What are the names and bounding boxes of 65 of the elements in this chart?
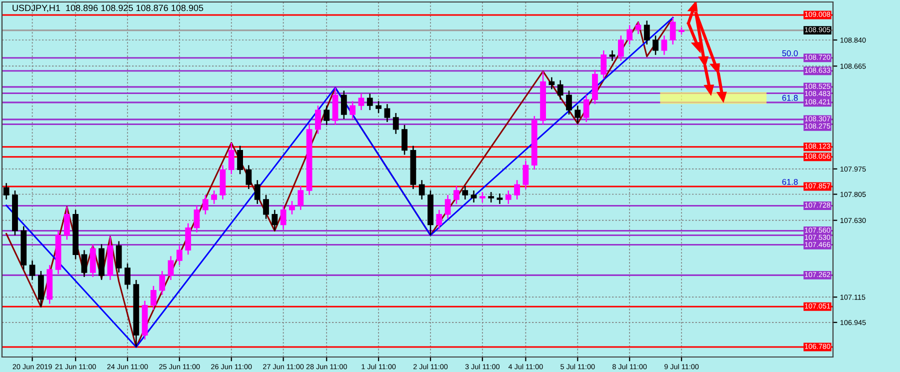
candlestick xyxy=(185,222,192,256)
annotation: 61.8 xyxy=(782,178,798,185)
annotation: 61.8 xyxy=(782,94,798,101)
candlestick xyxy=(202,194,208,215)
candlestick xyxy=(644,20,650,46)
candlestick xyxy=(557,80,564,100)
candlestick xyxy=(505,190,512,205)
candlestick xyxy=(29,260,36,281)
candlestick xyxy=(237,145,243,175)
candlestick xyxy=(384,103,390,123)
candlestick xyxy=(168,255,174,281)
candlestick xyxy=(228,142,234,175)
candlestick xyxy=(618,34,624,62)
candlestick xyxy=(583,94,590,123)
candlestick xyxy=(298,185,304,211)
candlestick xyxy=(548,76,555,90)
candlestick xyxy=(418,179,425,200)
candlestick xyxy=(635,21,642,35)
candlestick xyxy=(272,209,278,232)
candlestick xyxy=(263,194,269,220)
candlestick xyxy=(470,190,477,204)
candlestick xyxy=(670,17,676,46)
candlestick xyxy=(566,90,572,116)
candlestick xyxy=(3,182,10,200)
candlestick xyxy=(211,190,218,205)
candlestick xyxy=(600,50,607,80)
candlestick xyxy=(64,206,70,240)
candlestick xyxy=(436,209,442,230)
candlestick xyxy=(81,250,88,278)
candlestick xyxy=(315,104,321,135)
candlestick xyxy=(340,90,347,120)
candlestick xyxy=(90,244,96,278)
candlestick xyxy=(289,200,295,215)
candlestick xyxy=(116,240,122,274)
candlestick xyxy=(626,24,633,46)
candlestick xyxy=(454,185,460,205)
candlestick xyxy=(324,104,330,126)
annotation: 50.0 xyxy=(782,50,798,56)
candlestick xyxy=(392,112,399,135)
candlestick xyxy=(479,191,486,204)
candlestick xyxy=(574,104,581,124)
candlestick xyxy=(280,204,286,230)
line-series xyxy=(6,16,674,348)
candlestick xyxy=(652,34,658,56)
candlestick xyxy=(661,34,668,56)
candlestick xyxy=(350,100,356,120)
candlestick xyxy=(462,185,468,200)
candlestick xyxy=(496,192,503,205)
candlestick xyxy=(150,285,156,310)
candlestick xyxy=(246,164,252,190)
candlestick xyxy=(159,270,166,296)
candlestick xyxy=(376,100,382,114)
candlestick xyxy=(38,270,44,308)
chart-title: USDJPY,H1 108.896 108.925 108.876 108.905 xyxy=(12,4,204,12)
candlestick xyxy=(124,262,130,290)
candlestick xyxy=(254,179,260,205)
candlestick xyxy=(522,160,529,190)
candlestick xyxy=(514,179,520,200)
candlestick xyxy=(488,191,494,204)
candlestick xyxy=(194,204,200,233)
candlestick xyxy=(444,194,451,220)
candlestick xyxy=(176,245,182,266)
candlestick xyxy=(366,93,373,111)
candlestick xyxy=(402,124,408,156)
candlestick xyxy=(358,93,364,111)
